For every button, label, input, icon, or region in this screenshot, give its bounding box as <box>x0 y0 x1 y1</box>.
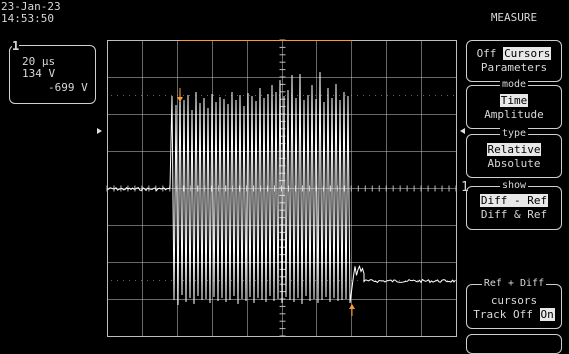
cursor-ref-readout: 134 V <box>22 67 56 80</box>
measure-selector-button[interactable]: Off Cursors Parameters <box>466 40 562 82</box>
measure-off-option[interactable]: Off <box>476 47 497 60</box>
left-marker-icon <box>97 128 102 134</box>
show-diff-minus-ref-option[interactable]: Diff - Ref <box>479 194 549 207</box>
type-relative-option[interactable]: Relative <box>486 143 542 156</box>
trace-channel-label: 1 <box>461 180 469 195</box>
mode-time-option[interactable]: Time <box>499 94 529 107</box>
timebase-readout: 20 µs <box>22 55 56 68</box>
mode-legend: mode <box>499 79 529 90</box>
type-absolute-option[interactable]: Absolute <box>487 157 541 170</box>
channel-number: 1 <box>12 39 20 53</box>
menu-title: MEASURE <box>490 11 538 24</box>
cursors-legend: Ref + Diff <box>481 278 547 289</box>
time-readout: 14:53:50 <box>1 12 54 25</box>
type-selector-button[interactable]: type Relative Absolute <box>466 128 562 178</box>
track-off-option[interactable]: Off <box>513 308 533 321</box>
type-legend: type <box>499 128 529 139</box>
cursor-diff-readout: -699 V <box>48 81 88 94</box>
track-on-option[interactable]: On <box>539 308 555 321</box>
ref-cursor-marker[interactable] <box>177 88 183 102</box>
cursor-track-button[interactable]: Ref + Diff cursors Track Off On <box>466 278 562 329</box>
waveform-trace <box>106 71 456 306</box>
measure-cursors-option[interactable]: Cursors <box>503 47 552 60</box>
track-label: Track <box>473 308 507 321</box>
mode-amplitude-option[interactable]: Amplitude <box>484 108 544 121</box>
date-readout: 23-Jan-23 <box>1 0 61 13</box>
cursors-label: cursors <box>490 294 538 307</box>
channel-info-panel[interactable]: 1 20 µs 134 V -699 V <box>9 40 96 104</box>
empty-menu-button[interactable] <box>466 334 562 354</box>
show-legend: show <box>499 180 529 191</box>
show-selector-button[interactable]: show Diff - Ref Diff & Ref <box>466 180 562 230</box>
show-diff-and-ref-option[interactable]: Diff & Ref <box>480 208 548 221</box>
right-marker-icon <box>460 128 465 134</box>
measure-parameters-option[interactable]: Parameters <box>480 61 548 74</box>
diff-cursor-marker[interactable] <box>349 304 355 316</box>
scope-display[interactable] <box>0 0 569 343</box>
mode-selector-button[interactable]: mode Time Amplitude <box>466 79 562 129</box>
